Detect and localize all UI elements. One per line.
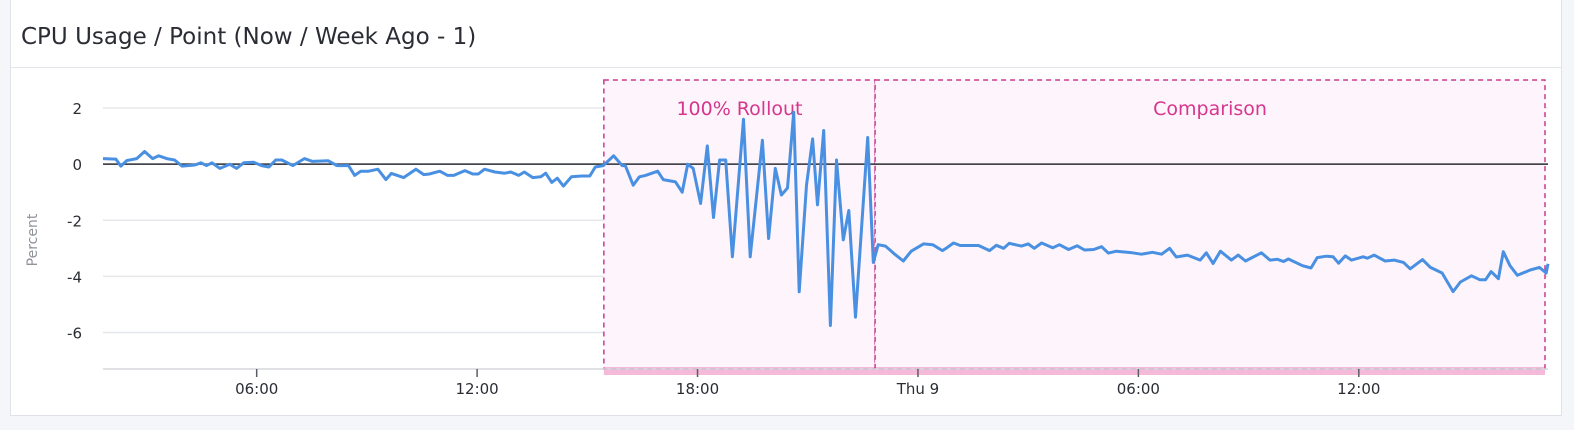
widget-title: CPU Usage / Point (Now / Week Ago - 1) bbox=[21, 24, 477, 50]
series-line bbox=[102, 110, 1550, 327]
marker-band bbox=[875, 367, 1545, 375]
marker-label: 100% Rollout bbox=[676, 98, 802, 120]
marker-label: Comparison bbox=[1153, 98, 1267, 120]
y-tick-label: -6 bbox=[67, 325, 82, 343]
series-layer bbox=[102, 110, 1550, 327]
y-tick-label: 0 bbox=[72, 156, 82, 174]
widget-header: CPU Usage / Point (Now / Week Ago - 1) bbox=[11, 0, 1561, 68]
marker-band bbox=[603, 367, 876, 375]
x-tick-label: 06:00 bbox=[235, 380, 278, 398]
marker-region bbox=[875, 80, 1545, 369]
y-tick-label: -4 bbox=[67, 268, 82, 286]
time-markers: 100% Rollout Comparison bbox=[603, 79, 1546, 375]
x-tick-label: 12:00 bbox=[455, 380, 498, 398]
x-tick-label: 12:00 bbox=[1337, 380, 1380, 398]
y-tick-label: -2 bbox=[67, 212, 82, 230]
x-tick-label: 18:00 bbox=[676, 380, 719, 398]
marker-outline bbox=[874, 79, 1546, 370]
x-tick-label: 06:00 bbox=[1117, 380, 1160, 398]
y-axis-label: Percent bbox=[25, 213, 41, 266]
y-tick-label: 2 bbox=[72, 100, 82, 118]
axes: 2 0 -2 -4 -6 06:00 12:00 18:00 Thu 9 06:00 12:00 bbox=[67, 100, 1548, 398]
x-tick-label: Thu 9 bbox=[896, 380, 940, 398]
